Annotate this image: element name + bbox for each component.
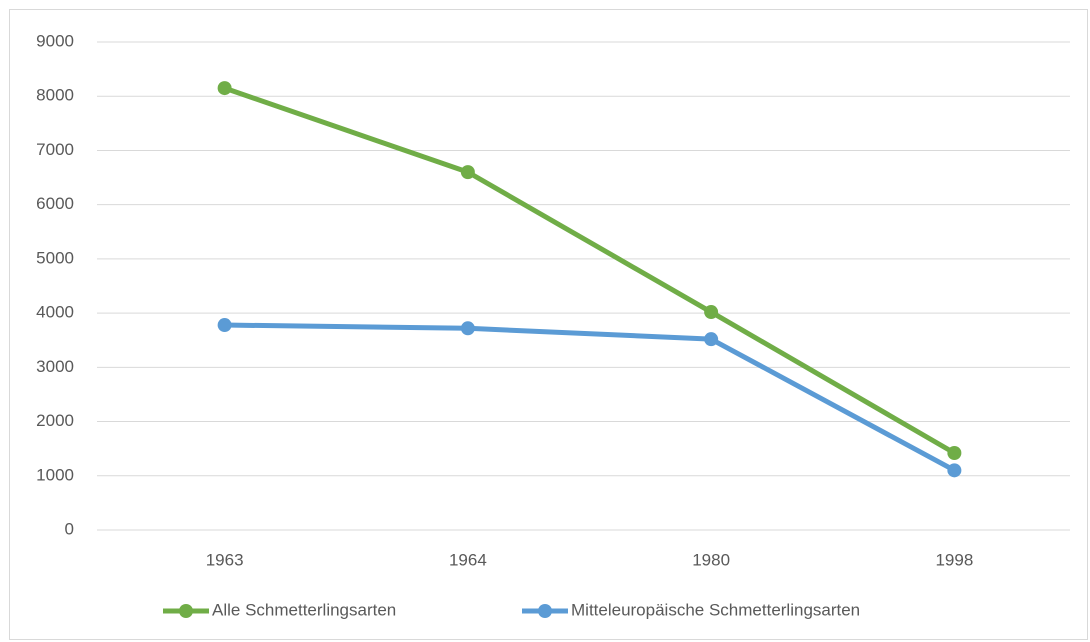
x-tick-label: 1964 [449, 550, 487, 569]
data-point [217, 81, 232, 96]
legend-label: Alle Schmetterlingsarten [212, 600, 396, 619]
y-tick-label: 7000 [36, 140, 74, 159]
y-tick-label: 3000 [36, 357, 74, 376]
y-tick-label: 0 [65, 519, 74, 538]
data-point [947, 446, 962, 461]
legend-marker [179, 604, 193, 618]
series-line [222, 322, 957, 473]
y-tick-label: 9000 [36, 31, 74, 50]
data-point [460, 165, 475, 180]
chart-frame [9, 9, 1088, 640]
x-tick-label: 1998 [935, 550, 973, 569]
data-point [460, 321, 475, 336]
legend-label: Mitteleuropäische Schmetterlingsarten [571, 600, 860, 619]
y-tick-label: 4000 [36, 303, 74, 322]
data-point [217, 318, 232, 333]
y-tick-label: 5000 [36, 248, 74, 267]
x-tick-label: 1963 [206, 550, 244, 569]
series-line [222, 85, 957, 456]
x-tick-label: 1980 [692, 550, 730, 569]
data-point [704, 305, 719, 320]
y-tick-label: 8000 [36, 86, 74, 105]
data-point [947, 463, 962, 478]
y-tick-label: 1000 [36, 465, 74, 484]
y-tick-label: 2000 [36, 411, 74, 430]
data-point [704, 332, 719, 347]
y-tick-label: 6000 [36, 194, 74, 213]
legend-marker [538, 604, 552, 618]
